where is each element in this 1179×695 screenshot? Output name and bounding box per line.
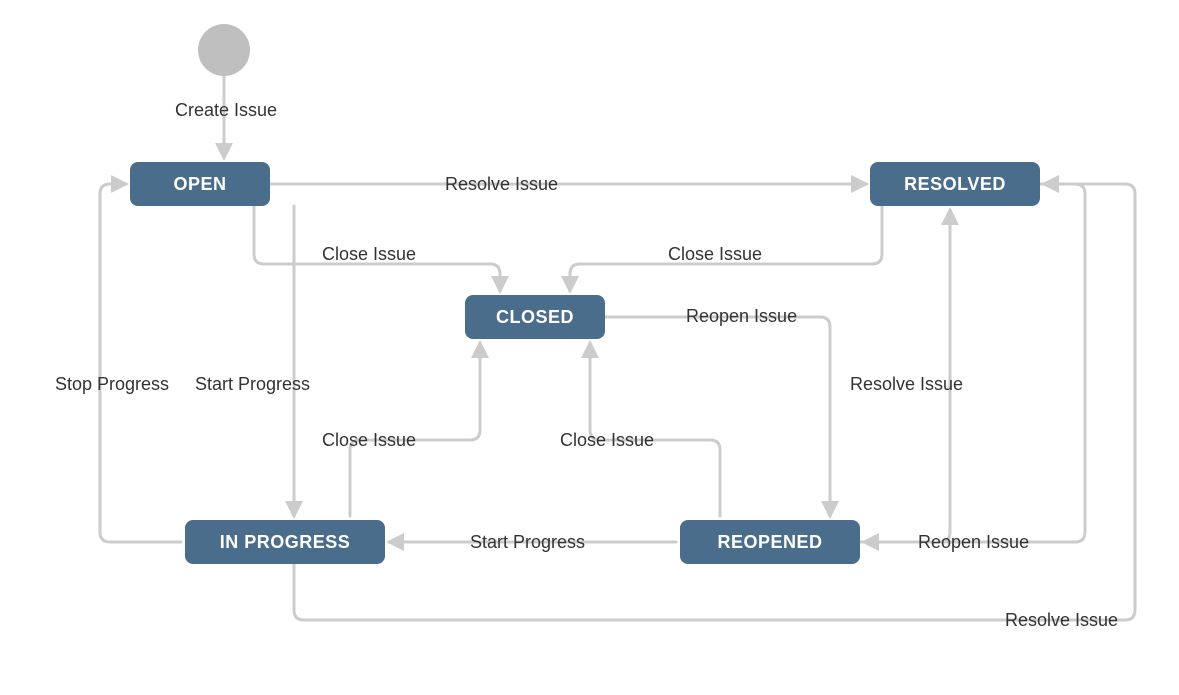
start-node — [198, 24, 250, 76]
edge-label-e_inprogress_resolved: Resolve Issue — [1005, 610, 1118, 631]
edge-label-e_start_open: Create Issue — [175, 100, 277, 121]
node-resolved: RESOLVED — [870, 162, 1040, 206]
edge-label-e_reopened_resolved: Resolve Issue — [850, 374, 963, 395]
workflow-diagram: OPEN RESOLVED CLOSED IN PROGRESS REOPENE… — [0, 0, 1179, 695]
edge-label-e_open_resolved: Resolve Issue — [445, 174, 558, 195]
node-open: OPEN — [130, 162, 270, 206]
node-label: REOPENED — [717, 532, 822, 553]
edge-label-e_reopened_inprogress: Start Progress — [470, 532, 585, 553]
node-label: OPEN — [173, 174, 226, 195]
edge-label-e_reopened_closed: Close Issue — [560, 430, 654, 451]
edge-label-e_inprogress_closed: Close Issue — [322, 430, 416, 451]
node-label: RESOLVED — [904, 174, 1006, 195]
node-label: CLOSED — [496, 307, 574, 328]
node-label: IN PROGRESS — [220, 532, 351, 553]
edge-label-e_open_inprogress: Start Progress — [195, 374, 310, 395]
edge-label-e_inprogress_open: Stop Progress — [55, 374, 169, 395]
edge-label-e_resolved_closed: Close Issue — [668, 244, 762, 265]
node-in-progress: IN PROGRESS — [185, 520, 385, 564]
edge-label-e_closed_reopened: Reopen Issue — [686, 306, 797, 327]
node-closed: CLOSED — [465, 295, 605, 339]
edge-e_closed_reopened — [605, 317, 830, 516]
edge-label-e_resolved_reopened: Reopen Issue — [918, 532, 1029, 553]
edge-e_resolved_reopened — [864, 184, 1085, 542]
edge-label-e_open_closed: Close Issue — [322, 244, 416, 265]
edge-e_inprogress_open — [100, 184, 181, 542]
node-reopened: REOPENED — [680, 520, 860, 564]
